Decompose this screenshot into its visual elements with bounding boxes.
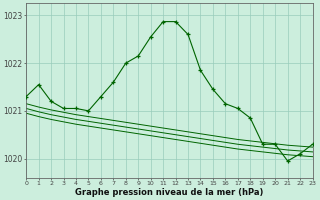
X-axis label: Graphe pression niveau de la mer (hPa): Graphe pression niveau de la mer (hPa): [75, 188, 264, 197]
